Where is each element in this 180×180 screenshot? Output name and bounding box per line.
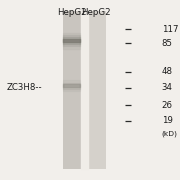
Text: 26: 26 xyxy=(162,101,173,110)
Bar xyxy=(88,11,106,169)
Text: (kD): (kD) xyxy=(162,130,178,137)
Text: HepG2: HepG2 xyxy=(81,8,111,17)
Text: HepG2: HepG2 xyxy=(57,8,87,17)
Text: 85: 85 xyxy=(162,39,173,48)
Text: ZC3H8--: ZC3H8-- xyxy=(7,83,42,92)
Text: 34: 34 xyxy=(162,83,173,92)
Bar xyxy=(63,11,81,169)
Text: 19: 19 xyxy=(162,116,173,125)
Text: 117: 117 xyxy=(162,24,178,33)
Text: 48: 48 xyxy=(162,67,173,76)
